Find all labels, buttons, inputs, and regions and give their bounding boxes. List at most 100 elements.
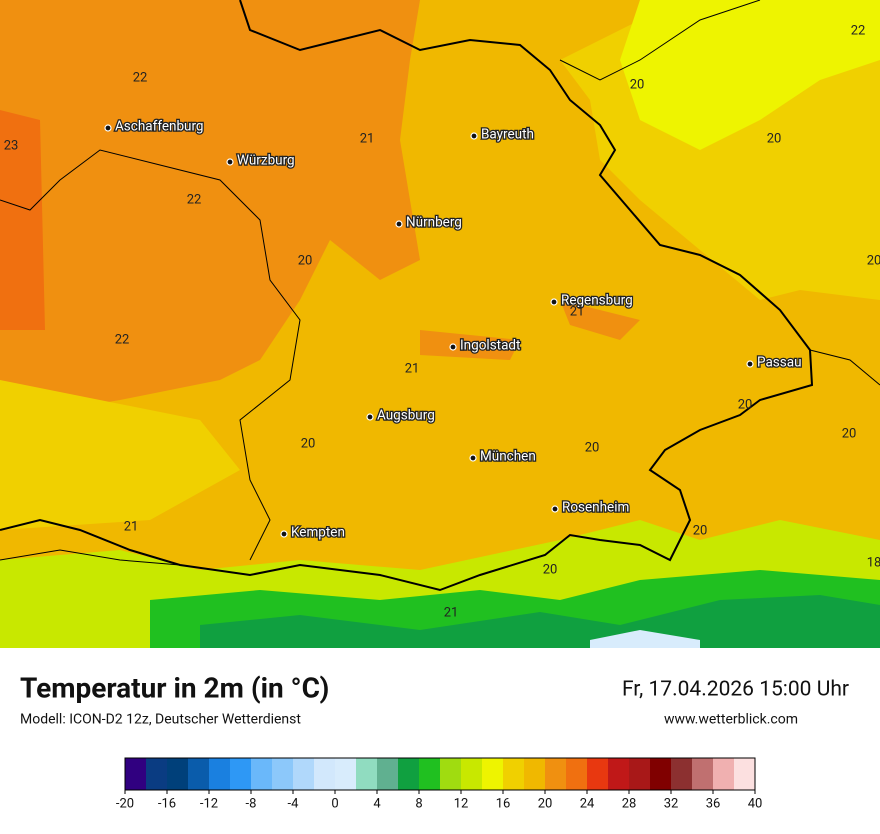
temperature-label: 22 [187,192,202,207]
cool-region [620,0,880,150]
colorbar-tick-label: 4 [373,796,381,811]
city-dot [551,505,559,513]
colorbar-tick-label: 20 [538,796,553,811]
colorbar-tick-label: 12 [454,796,469,811]
city-dot [226,158,234,166]
region-border [0,0,880,566]
temperature-label: 20 [301,436,316,451]
colorbar-box [293,758,315,790]
map [0,0,880,648]
colorbar-box [146,758,168,790]
colorbar-tick-label: -20 [116,796,134,811]
alps [200,595,880,648]
colorbar: -20 -16 -12 -8 -4 0 4 8 12 16 20 24 28 32 36 40 [116,757,763,811]
city-label: Ingolstadt [460,338,520,354]
model: Modell: ICON-D2 12z, Deutscher Wetterdie… [20,712,301,728]
temperature-label: 20 [298,253,313,268]
colorbar-tick-label: 36 [706,796,721,811]
temperature-label: 20 [867,253,880,268]
colorbar-box [419,758,441,790]
temperature-label: 20 [738,397,753,412]
title: Temperatur in 2m (in °C) [20,671,329,704]
temperature-label: 23 [4,138,19,153]
colorbar-tick-label: 16 [496,796,511,811]
datetime: Fr, 17.04.2026 15:00 Uhr [622,678,849,702]
colorbar-tick-label: 8 [415,796,422,811]
colorbar-tick-label: 40 [748,796,763,811]
colorbar-box [251,758,273,790]
city-dot [550,298,558,306]
colorbar-box [566,758,588,790]
city-dot [366,413,374,421]
city-label: Passau [757,355,802,371]
warm-region [420,300,640,360]
city-label: Würzburg [237,153,295,169]
colorbar-box [377,758,399,790]
colorbar-box [524,758,546,790]
temperature-label: 21 [360,131,375,146]
colorbar-tick-label: 28 [622,796,637,811]
colorbar-box [314,758,336,790]
colorbar-box [587,758,609,790]
temperature-label: 20 [842,426,857,441]
temperature-label: 22 [115,332,130,347]
city-dot [449,343,457,351]
colorbar-box [650,758,672,790]
temperature-label: 20 [585,440,600,455]
colorbar-tick-label: -12 [200,796,218,811]
footer: Temperatur in 2m (in °C) Modell: ICON-D2… [20,671,849,727]
warm-region [0,110,45,330]
temperature-label: 21 [124,519,139,534]
temperature-label: 20 [767,131,782,146]
colorbar-box [356,758,378,790]
colorbar-tick-label: 0 [331,796,338,811]
temperature-label: 20 [630,77,645,92]
colorbar-box [713,758,735,790]
city-label: Augsburg [377,408,435,424]
colorbar-frame [124,757,756,791]
colorbar-tick-label: -16 [158,796,176,811]
colorbar-box [461,758,483,790]
city-dot [469,454,477,462]
colorbar-box [545,758,567,790]
city-label: Kempten [291,525,345,541]
temperature-label: 20 [693,523,708,538]
colorbar-box [398,758,420,790]
colorbar-box [209,758,231,790]
city-dot [470,132,478,140]
city-dot [280,530,288,538]
colorbar-box [608,758,630,790]
colorbar-tick-label: -8 [246,796,257,811]
colorbar-box [692,758,714,790]
labels: Aschaffenburg Würzburg Bayreuth Nürnberg Reg… [4,23,880,620]
state-border [0,0,814,592]
city-label: München [480,449,536,465]
colorbar-box [230,758,252,790]
temperature-label: 21 [444,605,459,620]
warm-region [0,0,420,420]
city-label: Bayreuth [481,127,534,143]
colorbar-box [125,758,147,790]
colorbar-box [440,758,462,790]
colorbar-box [167,758,189,790]
city-label: Nürnberg [406,215,462,231]
colorbar-box [503,758,525,790]
city-label: Rosenheim [562,500,629,516]
colorbar-box [335,758,357,790]
temperature-label: 22 [133,70,148,85]
city-dot [104,124,112,132]
colorbar-tick-label: 32 [664,796,679,811]
colorbar-box [188,758,210,790]
city-dot [746,360,754,368]
alps [590,630,700,648]
colorbar-box [671,758,693,790]
city-label: Regensburg [561,293,633,309]
colorbar-box [272,758,294,790]
temperature-label: 21 [570,304,585,319]
temperature-label: 18 [867,555,880,570]
colorbar-box [629,758,651,790]
website: www.wetterblick.com [664,712,798,728]
temperature-label: 20 [543,562,558,577]
city-dot [395,220,403,228]
